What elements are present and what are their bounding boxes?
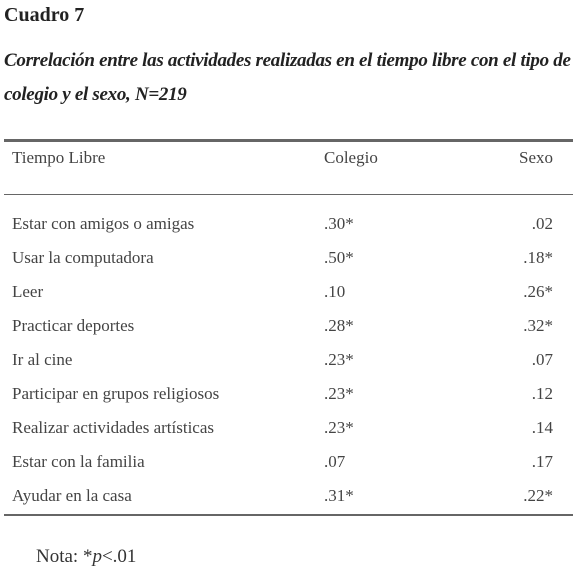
cell-value: .22* <box>523 486 553 505</box>
cell-value: .10 <box>324 282 346 301</box>
cell-value: .50* <box>324 248 354 267</box>
row-label: Ayudar en la casa <box>12 486 132 505</box>
cell-value: .18* <box>523 248 553 267</box>
top-rule <box>4 139 573 142</box>
row-label: Practicar deportes <box>12 316 135 335</box>
note: Nota: *p<.01 <box>36 546 136 568</box>
note-suffix: <.01 <box>101 546 137 567</box>
row-label: Participar en grupos religiosos <box>12 384 220 403</box>
row-label: Estar con la familia <box>12 452 145 471</box>
cell-value: .30* <box>324 214 354 233</box>
cell-value: .17 <box>531 452 553 471</box>
cell-value: .23* <box>324 418 354 437</box>
column-header: Colegio <box>324 148 378 167</box>
row-label: Realizar actividades artísticas <box>12 418 215 437</box>
column-header: Sexo <box>519 148 553 167</box>
cell-value: .31* <box>324 486 354 505</box>
cell-value: .07 <box>324 452 346 471</box>
cell-value: .02 <box>531 214 553 233</box>
cell-value: .28* <box>324 316 354 335</box>
cell-value: .07 <box>531 350 553 369</box>
row-label: Estar con amigos o amigas <box>12 214 195 233</box>
cell-value: .26* <box>523 282 553 301</box>
row-label: Usar la computadora <box>12 248 154 267</box>
row-label: Leer <box>12 282 44 301</box>
bottom-rule <box>4 514 573 516</box>
title: Cuadro 7 <box>4 4 85 26</box>
cell-value: .14 <box>531 418 553 437</box>
cell-value: .12 <box>531 384 553 403</box>
note-italic: p <box>92 546 102 567</box>
column-header: Tiempo Libre <box>12 148 106 167</box>
header-rule <box>4 194 573 195</box>
note-prefix: Nota: * <box>36 546 93 567</box>
cell-value: .32* <box>523 316 553 335</box>
subtitle: Correlación entre las actividades realiz… <box>4 50 571 105</box>
cell-value: .23* <box>324 350 354 369</box>
cell-value: .23* <box>324 384 354 403</box>
row-label: Ir al cine <box>12 350 73 369</box>
